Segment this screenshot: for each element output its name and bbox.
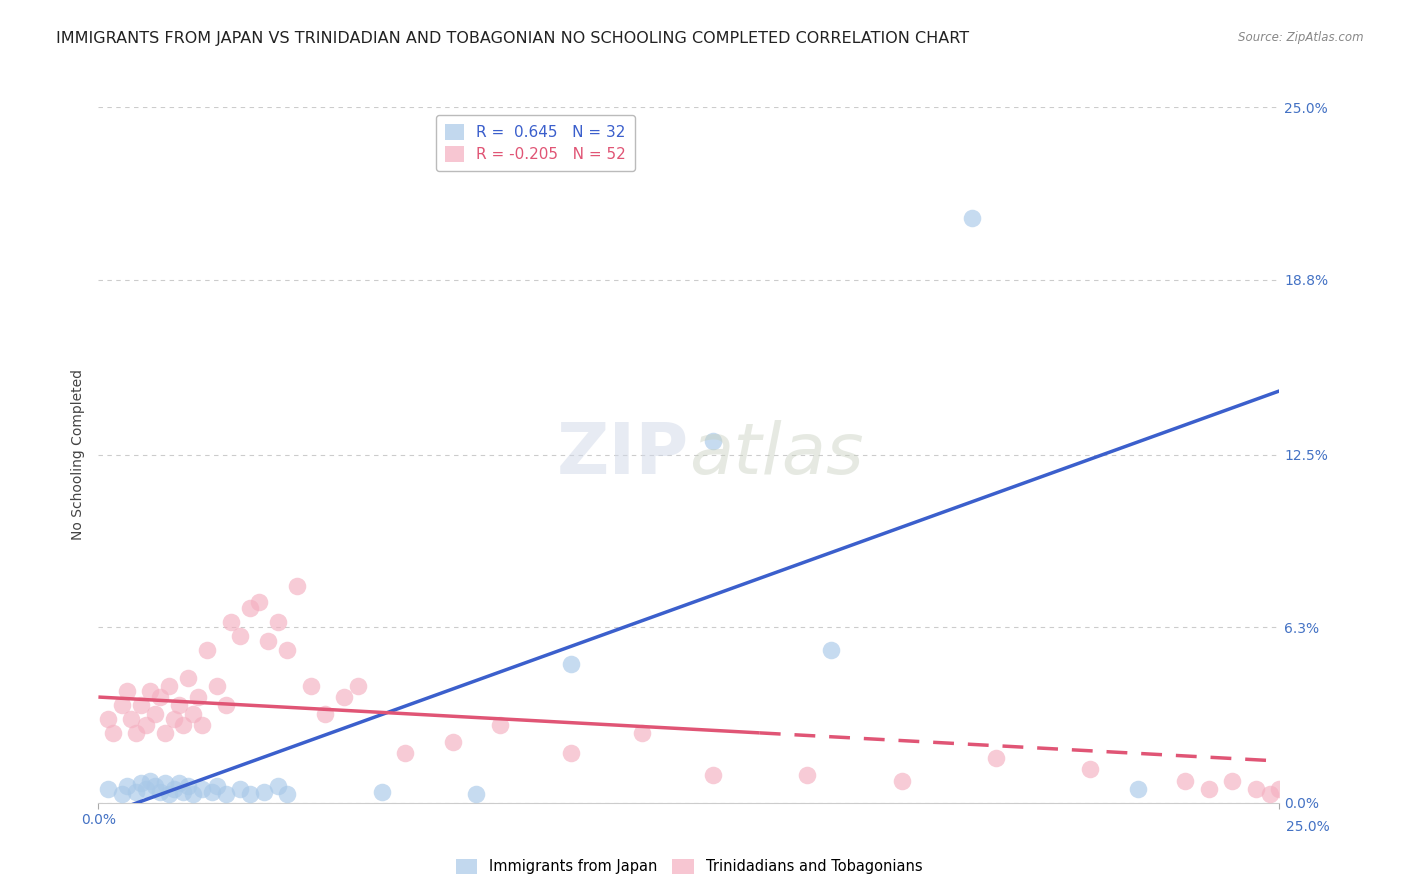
Point [257, 634, 280, 648]
Point [702, 768, 724, 782]
Text: ZIP: ZIP [557, 420, 689, 490]
Point [167, 698, 190, 713]
Point [215, 788, 238, 802]
Point [205, 779, 228, 793]
Text: Source: ZipAtlas.com: Source: ZipAtlas.com [1239, 31, 1364, 45]
Point [177, 671, 200, 685]
Legend: Immigrants from Japan, Trinidadians and Tobagonians: Immigrants from Japan, Trinidadians and … [450, 853, 928, 880]
Point [229, 629, 252, 643]
Legend: R =  0.645   N = 32, R = -0.205   N = 52: R = 0.645 N = 32, R = -0.205 N = 52 [436, 115, 634, 171]
Point [314, 706, 336, 721]
Point [276, 642, 298, 657]
Point [163, 712, 186, 726]
Point [299, 679, 322, 693]
Point [195, 642, 218, 657]
Point [267, 615, 290, 629]
Point [1220, 773, 1243, 788]
Point [1244, 781, 1267, 796]
Point [441, 734, 464, 748]
Point [149, 690, 172, 704]
Point [143, 779, 166, 793]
Point [177, 779, 200, 793]
Point [172, 718, 194, 732]
Point [129, 776, 152, 790]
Point [347, 679, 370, 693]
Point [560, 657, 582, 671]
Point [101, 726, 124, 740]
Point [560, 746, 582, 760]
Point [394, 746, 416, 760]
Point [172, 785, 194, 799]
Point [239, 601, 262, 615]
Point [1258, 788, 1281, 802]
Point [267, 779, 290, 793]
Point [135, 718, 157, 732]
Point [630, 726, 652, 740]
Point [371, 785, 394, 799]
Point [205, 679, 228, 693]
Point [157, 788, 180, 802]
Text: 25.0%: 25.0% [1286, 820, 1330, 834]
Point [285, 579, 308, 593]
Point [489, 718, 512, 732]
Point [97, 712, 120, 726]
Point [111, 698, 134, 713]
Point [1080, 763, 1102, 777]
Point [181, 706, 204, 721]
Point [143, 706, 166, 721]
Point [153, 726, 176, 740]
Point [333, 690, 356, 704]
Point [1126, 781, 1149, 796]
Point [247, 595, 270, 609]
Text: IMMIGRANTS FROM JAPAN VS TRINIDADIAN AND TOBAGONIAN NO SCHOOLING COMPLETED CORRE: IMMIGRANTS FROM JAPAN VS TRINIDADIAN AND… [56, 31, 969, 46]
Point [201, 785, 224, 799]
Point [1174, 773, 1197, 788]
Point [139, 684, 162, 698]
Text: atlas: atlas [689, 420, 863, 490]
Point [149, 785, 172, 799]
Point [115, 684, 138, 698]
Point [229, 781, 252, 796]
Point [129, 698, 152, 713]
Point [153, 776, 176, 790]
Point [215, 698, 238, 713]
Point [796, 768, 818, 782]
Point [253, 785, 276, 799]
Point [1278, 684, 1301, 698]
Y-axis label: No Schooling Completed: No Schooling Completed [72, 369, 86, 541]
Point [125, 785, 148, 799]
Point [181, 788, 204, 802]
Point [111, 788, 134, 802]
Point [157, 679, 180, 693]
Point [984, 751, 1007, 765]
Point [135, 781, 157, 796]
Point [97, 781, 120, 796]
Point [465, 788, 488, 802]
Point [121, 712, 143, 726]
Point [191, 718, 214, 732]
Point [163, 781, 186, 796]
Point [820, 642, 842, 657]
Point [890, 773, 912, 788]
Point [1198, 781, 1220, 796]
Point [191, 781, 214, 796]
Point [276, 788, 298, 802]
Point [219, 615, 242, 629]
Point [125, 726, 148, 740]
Point [167, 776, 190, 790]
Point [139, 773, 162, 788]
Point [187, 690, 209, 704]
Point [702, 434, 724, 448]
Point [1268, 781, 1291, 796]
Point [115, 779, 138, 793]
Point [239, 788, 262, 802]
Point [962, 211, 984, 226]
